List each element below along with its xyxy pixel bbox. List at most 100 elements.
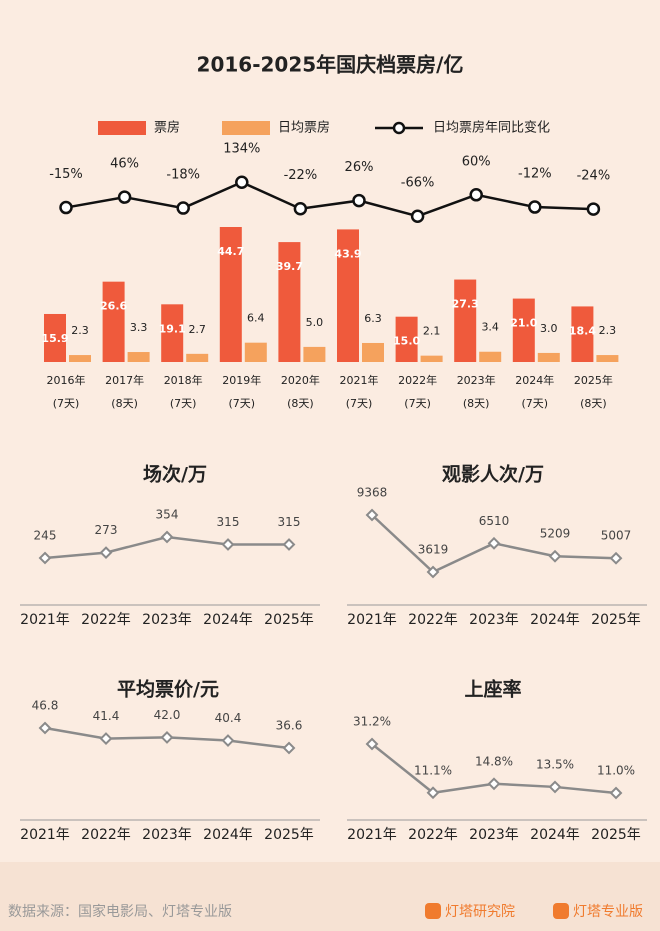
bar	[454, 279, 477, 362]
data-label: 5007	[601, 529, 632, 543]
x-tick-sublabel: (8天)	[111, 397, 138, 410]
brand-icon	[553, 903, 569, 919]
bar	[362, 342, 384, 362]
line-marker	[487, 777, 501, 791]
data-label: 15.0	[393, 335, 420, 348]
data-label: 14.8%	[475, 754, 513, 768]
line-marker	[487, 536, 501, 550]
data-label: 3.3	[130, 321, 148, 334]
line-marker	[176, 201, 190, 215]
chart-title: 场次/万	[143, 463, 207, 486]
chart-title: 观影人次/万	[442, 463, 544, 486]
data-label: 273	[95, 523, 118, 537]
data-label: 2.3	[599, 324, 617, 337]
line-marker	[38, 551, 52, 565]
data-label: 3.4	[481, 321, 499, 334]
data-label: 315	[278, 515, 301, 529]
line-marker	[586, 202, 601, 216]
data-label: -15%	[49, 167, 83, 182]
line-marker	[235, 175, 249, 189]
data-label: 6510	[479, 514, 510, 528]
data-label: 13.5%	[536, 757, 574, 771]
x-tick-sublabel: (8天)	[287, 397, 314, 410]
line-marker	[293, 201, 308, 216]
data-label: 60%	[462, 154, 491, 169]
chart-title: 上座率	[464, 678, 521, 701]
bar	[44, 313, 66, 362]
line-marker	[282, 538, 296, 551]
data-label: -12%	[518, 167, 552, 182]
x-tick-label: 2017年	[105, 373, 144, 387]
x-tick-sublabel: (7天)	[404, 397, 431, 410]
data-label: 39.7	[276, 260, 303, 273]
data-label: 5209	[540, 527, 571, 541]
x-tick-label: 2024年	[203, 612, 253, 628]
line-marker	[426, 565, 440, 579]
x-tick-label: 2024年	[515, 373, 554, 387]
line-marker	[426, 786, 440, 800]
line-marker	[221, 538, 235, 551]
bar	[395, 316, 418, 362]
data-label: -22%	[284, 168, 318, 183]
line-marker	[99, 546, 113, 560]
data-label: 6.3	[364, 312, 382, 325]
brand: 灯塔研究院	[445, 904, 515, 920]
x-tick-sublabel: (7天)	[53, 397, 80, 410]
x-tick-label: 2024年	[203, 827, 253, 843]
data-label: 40.4	[215, 711, 242, 725]
data-label: 11.1%	[414, 763, 452, 777]
x-tick-label: 2024年	[530, 612, 580, 628]
x-tick-label: 2022年	[81, 827, 131, 843]
legend-label: 日均票房年同比变化	[433, 120, 550, 136]
line-marker	[352, 193, 366, 208]
data-label: 2.3	[71, 324, 89, 337]
bar	[186, 353, 209, 362]
line-marker	[99, 732, 113, 746]
bar	[512, 298, 535, 362]
data-label: 5.0	[306, 316, 324, 329]
x-tick-label: 2021年	[347, 612, 397, 628]
line-marker	[59, 200, 73, 215]
data-label: 315	[217, 515, 240, 529]
x-tick-label: 2021年	[20, 827, 70, 843]
x-tick-label: 2024年	[530, 827, 580, 843]
x-tick-label: 2019年	[222, 373, 261, 387]
source-note: 数据来源：国家电影局、灯塔专业版	[8, 903, 232, 920]
data-label: 26.6	[100, 300, 127, 313]
data-label: 26%	[345, 160, 374, 175]
x-tick-label: 2016年	[47, 373, 86, 387]
bar	[420, 355, 443, 362]
legend-swatch	[98, 121, 146, 135]
line	[65, 180, 594, 218]
data-label: 3.0	[540, 322, 558, 335]
data-label: 134%	[223, 142, 260, 157]
bar	[303, 346, 326, 362]
data-label: 6.4	[247, 312, 265, 325]
data-label: 19.1	[159, 322, 186, 335]
data-label: -24%	[577, 169, 611, 184]
data-label: 9368	[357, 486, 388, 500]
chart-title: 平均票价/元	[117, 678, 219, 701]
x-tick-label: 2023年	[469, 612, 519, 628]
chart-title: 2016-2025年国庆档票房/亿	[197, 53, 464, 77]
data-label: 354	[156, 508, 179, 522]
data-label: 18.4	[569, 324, 596, 337]
x-tick-label: 2025年	[574, 373, 613, 387]
bar	[571, 306, 594, 362]
bar	[596, 355, 619, 362]
x-tick-label: 2022年	[408, 612, 458, 628]
x-tick-sublabel: (7天)	[346, 397, 373, 410]
data-label: 41.4	[93, 709, 120, 723]
x-tick-sublabel: (8天)	[463, 397, 490, 410]
x-tick-sublabel: (7天)	[170, 397, 197, 410]
bar	[278, 242, 301, 362]
x-tick-label: 2025年	[591, 612, 641, 628]
data-label: -66%	[401, 176, 435, 191]
line-marker	[117, 190, 132, 204]
x-tick-label: 2022年	[81, 612, 131, 628]
x-tick-label: 2023年	[457, 373, 496, 387]
x-tick-label: 2023年	[142, 827, 192, 843]
data-label: -18%	[166, 168, 200, 183]
brand: 灯塔专业版	[573, 904, 643, 920]
